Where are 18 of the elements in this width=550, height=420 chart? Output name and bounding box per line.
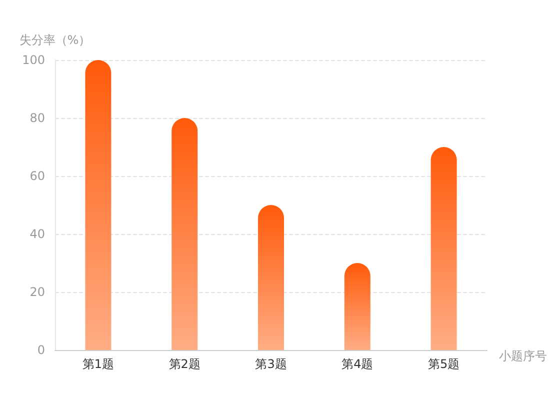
x-tick-label: 第1题 (82, 357, 114, 371)
bar (258, 205, 284, 350)
y-tick-label: 40 (30, 227, 45, 241)
y-tick-label: 20 (30, 285, 45, 299)
x-tick-label: 第5题 (428, 357, 460, 371)
bar (85, 60, 112, 350)
x-tick-label: 第2题 (168, 357, 200, 371)
x-tick-label: 第4题 (342, 357, 374, 371)
bar (344, 263, 370, 350)
x-axis-title: 小题序号 (499, 349, 547, 363)
bar (172, 118, 198, 350)
y-tick-label: 100 (22, 53, 45, 67)
y-axis-title: 失分率（%） (19, 33, 91, 47)
x-tick-label: 第3题 (255, 357, 287, 371)
y-tick-label: 0 (37, 343, 45, 357)
bar (430, 147, 457, 350)
y-tick-label: 60 (30, 169, 45, 183)
y-tick-label: 80 (30, 111, 45, 125)
